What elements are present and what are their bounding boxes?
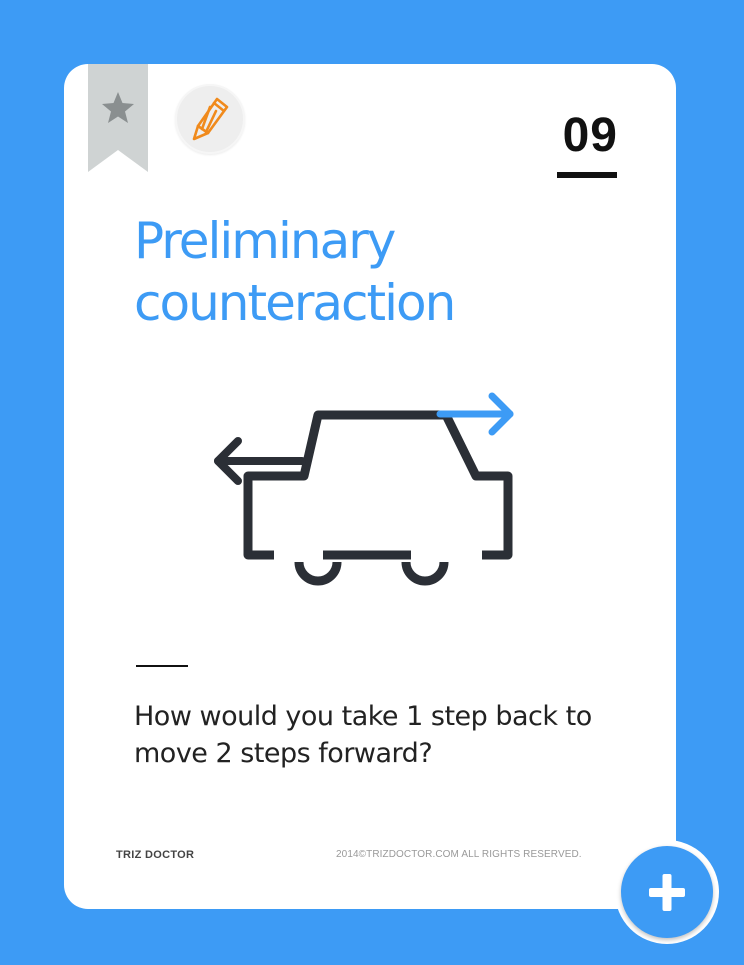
divider-rule xyxy=(136,665,188,667)
card-number: 09 xyxy=(562,109,618,162)
number-underline xyxy=(557,172,617,178)
car-with-arrows-icon xyxy=(214,392,514,586)
pencil-icon xyxy=(192,97,229,141)
add-button[interactable] xyxy=(615,840,719,944)
add-button-circle xyxy=(621,846,713,938)
card-question: How would you take 1 step back to move 2… xyxy=(134,701,592,769)
star-bookmark-icon xyxy=(88,64,148,172)
edit-badge[interactable] xyxy=(175,84,245,154)
brand-label: TRIZ DOCTOR xyxy=(116,849,195,861)
card-title: Preliminary counteraction xyxy=(134,212,456,332)
copyright-text: 2014©TRIZDOCTOR.COM ALL RIGHTS RESERVED. xyxy=(336,849,582,860)
plus-icon xyxy=(649,874,685,911)
strategy-card: 09 Preliminary counteraction How would y… xyxy=(64,64,676,909)
favorite-bookmark[interactable] xyxy=(88,64,148,172)
